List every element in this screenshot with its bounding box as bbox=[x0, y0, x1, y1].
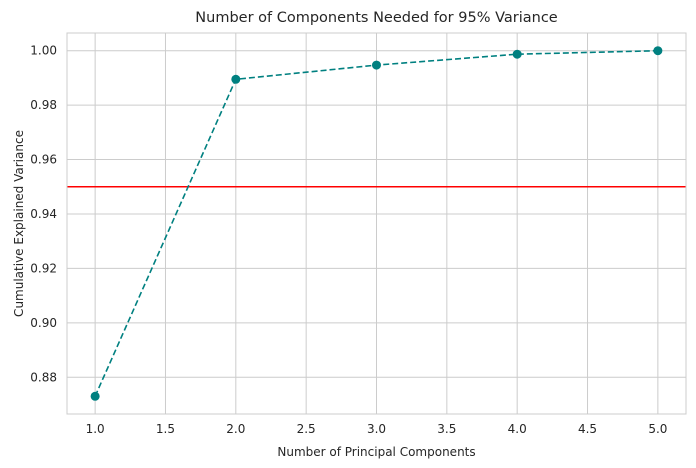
y-tick-label: 0.96 bbox=[30, 153, 57, 167]
y-tick-label: 1.00 bbox=[30, 44, 57, 58]
y-tick-label: 0.88 bbox=[30, 370, 57, 384]
x-tick-label: 5.0 bbox=[648, 422, 667, 436]
data-point bbox=[231, 74, 241, 84]
x-tick-label: 2.0 bbox=[226, 422, 245, 436]
x-tick-label: 3.5 bbox=[437, 422, 456, 436]
y-tick-labels: 0.88 0.90 0.92 0.94 0.96 0.98 1.00 bbox=[30, 44, 57, 385]
y-tick-label: 0.90 bbox=[30, 316, 57, 330]
x-tick-labels: 1.0 1.5 2.0 2.5 3.0 3.5 4.0 4.5 5.0 bbox=[86, 422, 668, 436]
y-axis-label: Cumulative Explained Variance bbox=[12, 130, 26, 317]
y-tick-label: 0.92 bbox=[30, 261, 57, 275]
x-tick-label: 2.5 bbox=[297, 422, 316, 436]
series-group bbox=[90, 46, 663, 401]
x-tick-label: 1.5 bbox=[156, 422, 175, 436]
grid bbox=[67, 33, 686, 414]
y-tick-label: 0.94 bbox=[30, 207, 57, 221]
x-tick-label: 4.5 bbox=[578, 422, 597, 436]
x-axis-label: Number of Principal Components bbox=[277, 445, 475, 459]
data-point bbox=[512, 49, 522, 59]
data-point bbox=[653, 46, 663, 56]
x-tick-label: 1.0 bbox=[86, 422, 105, 436]
x-tick-label: 3.0 bbox=[367, 422, 386, 436]
y-tick-label: 0.98 bbox=[30, 98, 57, 112]
plot-frame bbox=[66, 32, 687, 415]
x-tick-label: 4.0 bbox=[508, 422, 527, 436]
data-point bbox=[372, 60, 381, 70]
chart-title: Number of Components Needed for 95% Vari… bbox=[195, 10, 558, 26]
data-point bbox=[90, 391, 100, 401]
